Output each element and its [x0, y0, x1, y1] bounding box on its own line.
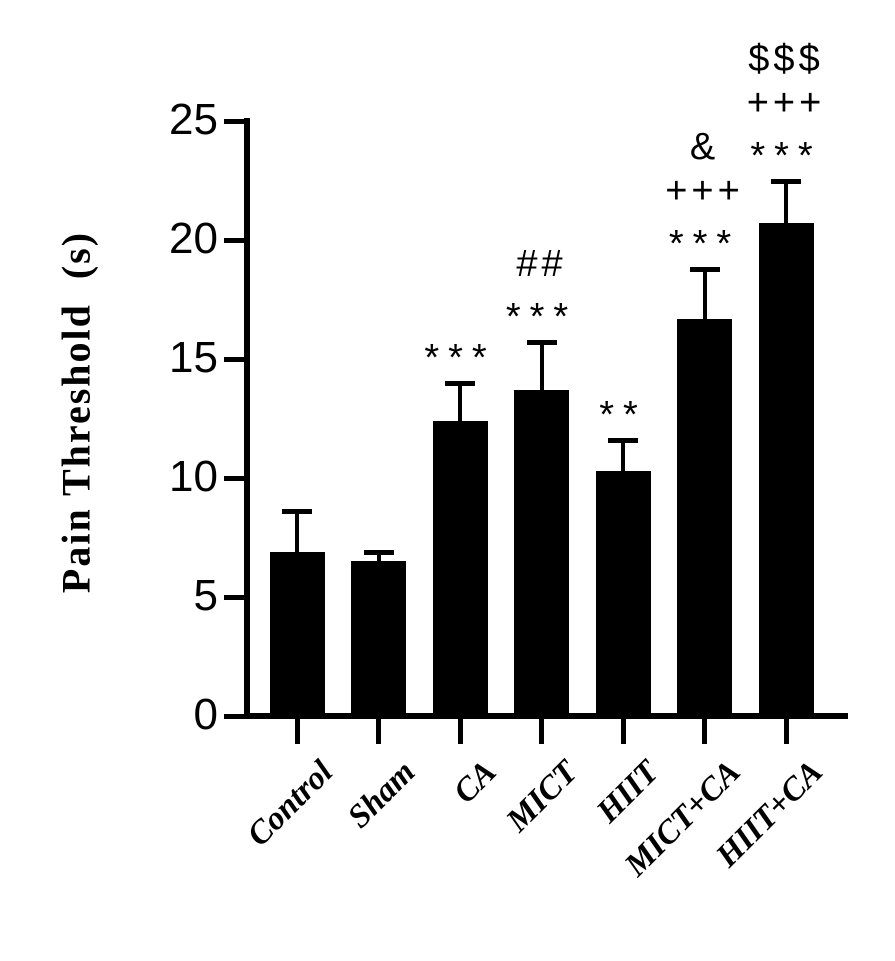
bar: [758, 223, 814, 716]
x-axis-tick: [783, 719, 789, 744]
bar: [269, 551, 325, 716]
bar: [677, 318, 732, 716]
significance-symbol: $$$: [748, 37, 824, 80]
y-axis-tick: [224, 594, 244, 600]
significance-symbol: +++: [665, 169, 744, 212]
x-axis-tick: [702, 719, 707, 744]
x-axis-tick: [539, 719, 544, 744]
y-axis-tick: [224, 356, 244, 362]
error-bar: [702, 268, 707, 319]
y-tick-label: 5: [193, 571, 218, 620]
significance-symbol: ##: [516, 243, 567, 286]
y-axis-tick: [224, 713, 244, 719]
significance-annotation: ## ***: [432, 242, 652, 338]
error-cap: [608, 437, 638, 443]
y-axis-tick: [224, 237, 244, 243]
x-category-label: Sham: [340, 754, 422, 836]
error-cap: [526, 340, 557, 346]
error-bar: [539, 342, 544, 390]
bar: [351, 561, 406, 716]
y-axis-line: [244, 118, 250, 719]
y-axis-tick: [224, 118, 244, 124]
error-bar: [621, 439, 625, 471]
significance-symbol: +++: [746, 81, 826, 124]
bar: [595, 470, 651, 716]
error-cap: [689, 266, 720, 272]
significance-symbol: ***: [424, 336, 496, 379]
significance-symbol: ***: [668, 222, 741, 265]
y-axis-tick: [224, 475, 244, 481]
significance-symbol: &: [689, 125, 720, 168]
error-bar: [458, 382, 462, 421]
x-category-label: CA: [446, 754, 504, 811]
x-axis-tick: [620, 719, 626, 744]
error-bar: [784, 180, 788, 224]
error-bar: [295, 511, 299, 552]
x-axis-tick: [376, 719, 381, 744]
significance-symbol: **: [599, 393, 647, 436]
y-tick-label: 15: [169, 333, 218, 382]
y-tick-label: 0: [193, 690, 218, 739]
significance-annotation: & +++ ***: [595, 125, 815, 265]
error-cap: [771, 178, 801, 184]
x-axis-tick: [294, 719, 300, 744]
x-axis-tick: [457, 719, 463, 744]
y-tick-label: 25: [169, 95, 218, 144]
significance-annotation: ***: [350, 327, 570, 379]
error-bar: [376, 551, 381, 562]
y-tick-label: 20: [169, 214, 218, 263]
x-category-label: Control: [241, 754, 341, 854]
error-cap: [445, 380, 475, 386]
error-cap: [282, 509, 312, 515]
bar: [514, 389, 569, 716]
significance-annotation: $$$ +++ ***: [676, 37, 895, 177]
significance-symbol: ***: [505, 296, 578, 339]
x-category-label: MICT: [499, 754, 585, 840]
bar: [432, 420, 488, 716]
x-axis-line: [244, 713, 848, 719]
significance-symbol: ***: [750, 134, 822, 177]
y-tick-label: 10: [169, 452, 218, 501]
error-cap: [363, 549, 394, 555]
significance-annotation: **: [513, 384, 733, 436]
